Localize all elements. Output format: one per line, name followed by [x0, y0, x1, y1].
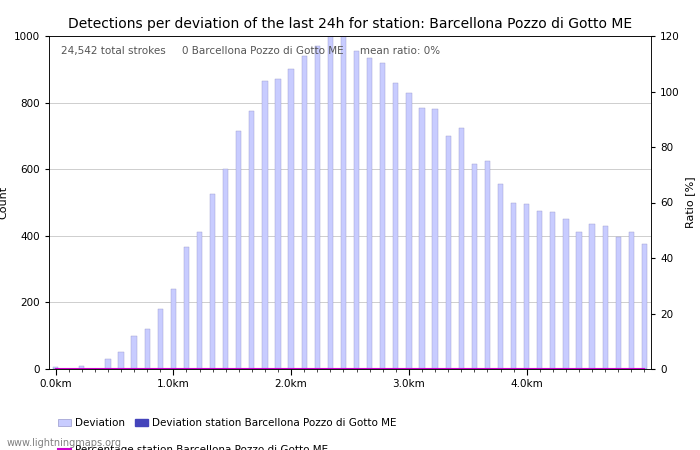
Bar: [642, 244, 647, 369]
Bar: [105, 359, 111, 369]
Bar: [419, 108, 425, 369]
Bar: [511, 202, 516, 369]
Text: 24,542 total strokes     0 Barcellona Pozzo di Gotto ME     mean ratio: 0%: 24,542 total strokes 0 Barcellona Pozzo …: [61, 46, 440, 56]
Bar: [184, 248, 189, 369]
Bar: [288, 69, 294, 369]
Bar: [275, 79, 281, 369]
Text: www.lightningmaps.org: www.lightningmaps.org: [7, 438, 122, 448]
Bar: [485, 161, 490, 369]
Bar: [550, 212, 556, 369]
Bar: [144, 329, 150, 369]
Bar: [302, 56, 307, 369]
Bar: [249, 111, 255, 369]
Bar: [458, 127, 464, 369]
Bar: [498, 184, 503, 369]
Bar: [262, 81, 267, 369]
Bar: [603, 226, 608, 369]
Bar: [118, 352, 124, 369]
Bar: [380, 63, 385, 369]
Bar: [589, 224, 595, 369]
Bar: [53, 367, 58, 369]
Bar: [472, 164, 477, 369]
Bar: [197, 233, 202, 369]
Bar: [393, 83, 398, 369]
Bar: [564, 219, 568, 369]
Bar: [537, 211, 542, 369]
Y-axis label: Count: Count: [0, 186, 8, 219]
Bar: [210, 194, 215, 369]
Legend: Percentage station Barcellona Pozzo di Gotto ME: Percentage station Barcellona Pozzo di G…: [54, 441, 332, 450]
Bar: [79, 366, 84, 369]
Bar: [524, 204, 529, 369]
Bar: [223, 169, 228, 369]
Bar: [354, 51, 359, 369]
Bar: [315, 46, 320, 369]
Bar: [367, 58, 372, 369]
Bar: [406, 93, 412, 369]
Title: Detections per deviation of the last 24h for station: Barcellona Pozzo di Gotto : Detections per deviation of the last 24h…: [68, 17, 632, 31]
Bar: [328, 36, 333, 369]
Bar: [158, 309, 163, 369]
Bar: [445, 136, 451, 369]
Y-axis label: Ratio [%]: Ratio [%]: [685, 177, 695, 228]
Bar: [616, 238, 621, 369]
Bar: [236, 131, 241, 369]
Bar: [433, 109, 438, 369]
Bar: [341, 36, 346, 369]
Bar: [629, 233, 634, 369]
Bar: [576, 233, 582, 369]
Bar: [132, 336, 136, 369]
Bar: [171, 289, 176, 369]
